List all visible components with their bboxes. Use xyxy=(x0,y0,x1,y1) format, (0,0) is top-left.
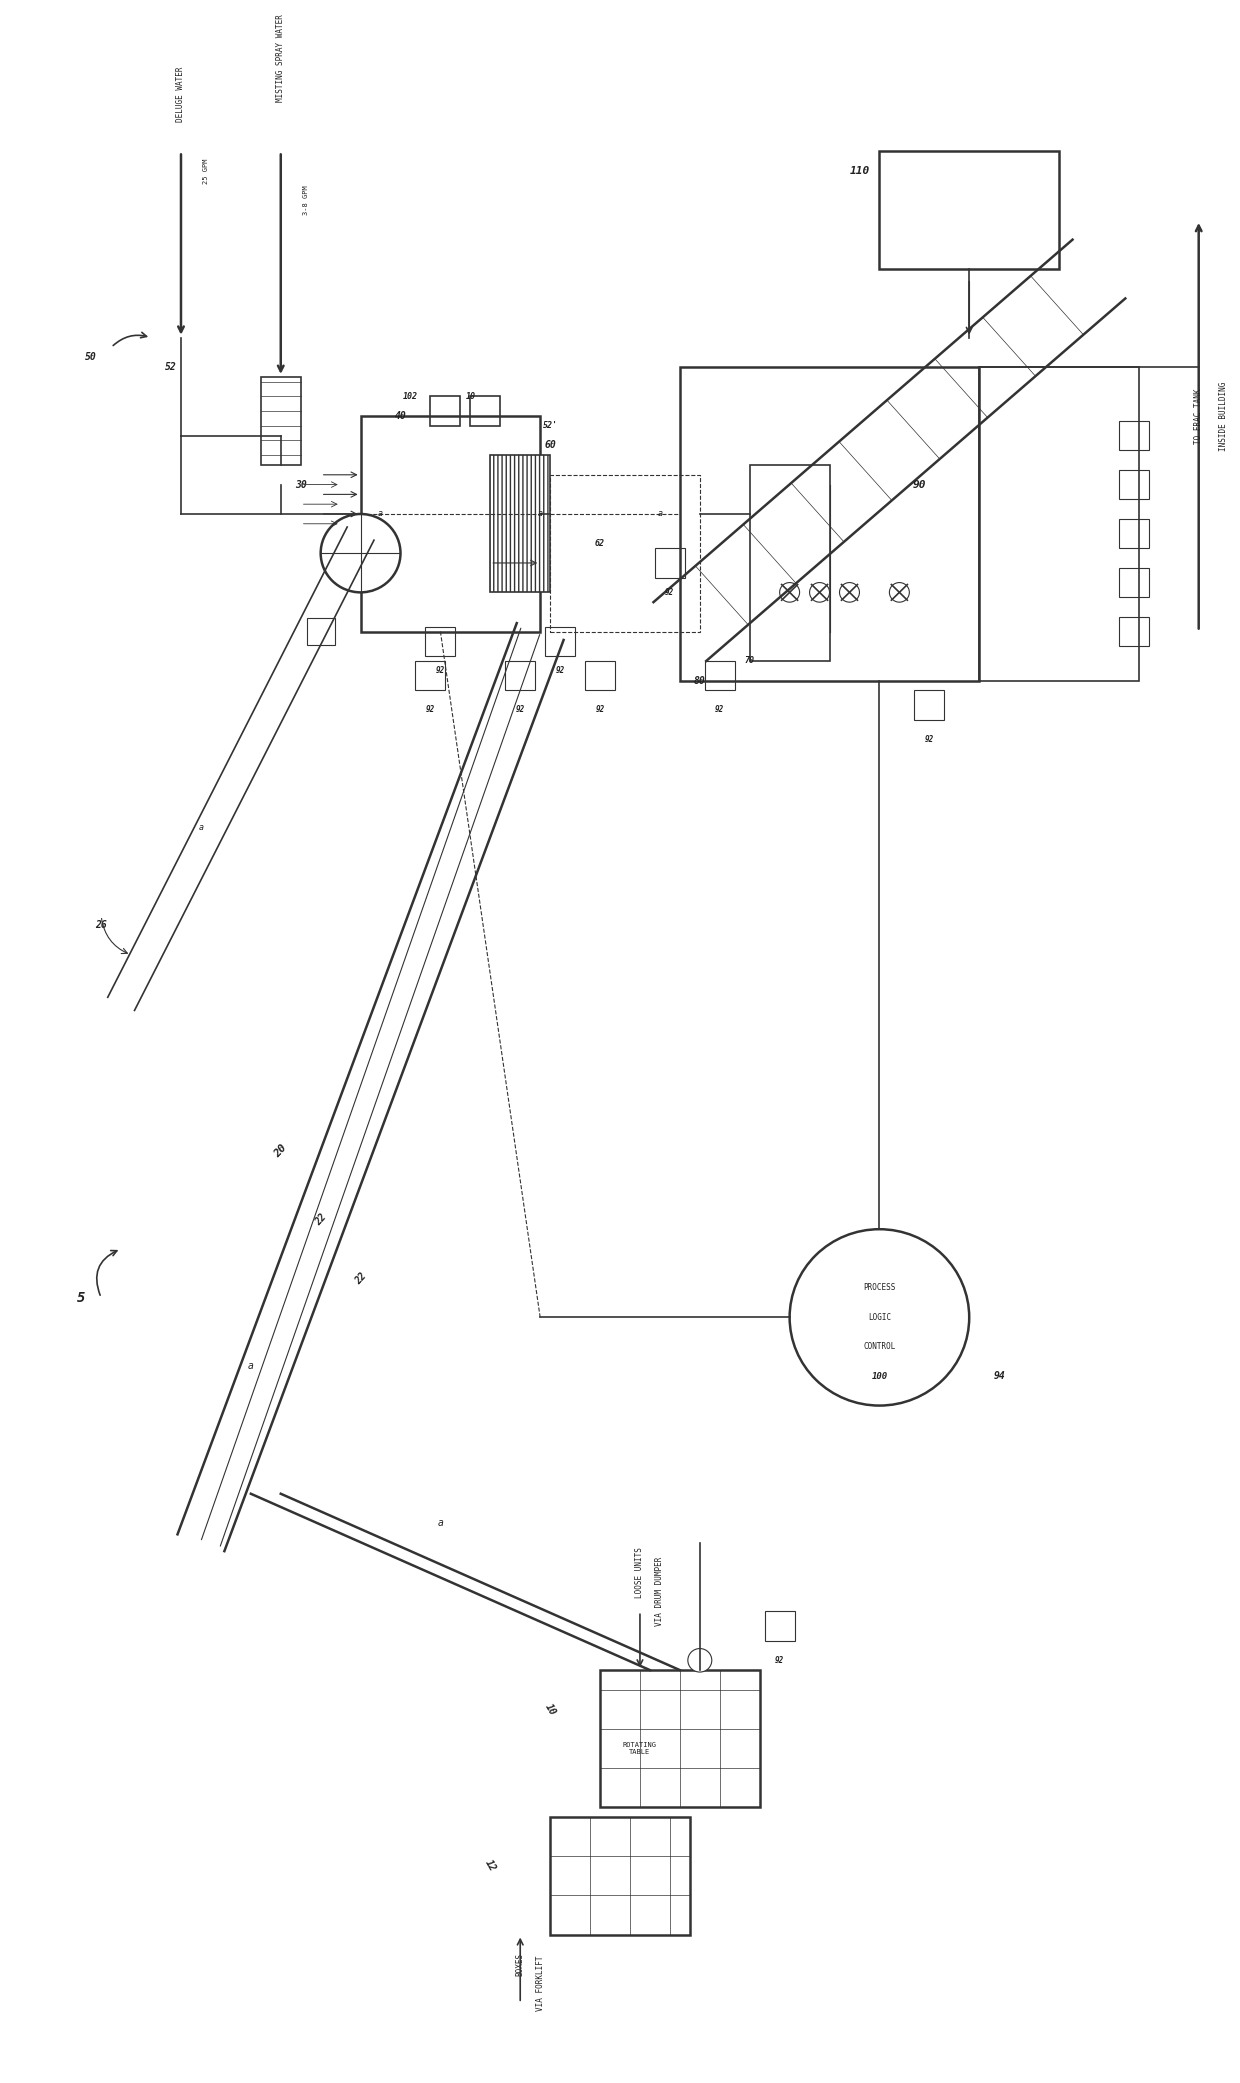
Text: 12: 12 xyxy=(484,1858,497,1873)
Text: 92: 92 xyxy=(925,735,934,744)
Bar xyxy=(704,660,735,689)
Bar xyxy=(765,1612,795,1641)
Text: 10: 10 xyxy=(543,1702,558,1716)
Text: DELUGE WATER: DELUGE WATER xyxy=(176,67,186,123)
Bar xyxy=(415,660,445,689)
Text: 3-8 GPM: 3-8 GPM xyxy=(303,185,309,215)
Bar xyxy=(1118,471,1148,500)
Text: a: a xyxy=(198,823,203,831)
Text: 90: 90 xyxy=(913,479,926,490)
Text: BOXES: BOXES xyxy=(516,1952,525,1975)
Text: ROTATING
TABLE: ROTATING TABLE xyxy=(622,1741,657,1756)
Text: a: a xyxy=(538,510,543,519)
Text: 52': 52' xyxy=(543,421,558,431)
Text: a: a xyxy=(378,510,383,519)
Bar xyxy=(980,367,1138,681)
Bar xyxy=(879,152,1059,269)
Text: 110: 110 xyxy=(849,167,869,177)
Bar xyxy=(600,1671,760,1808)
Text: 40: 40 xyxy=(394,410,407,421)
Text: 62: 62 xyxy=(595,539,605,548)
Text: 80: 80 xyxy=(694,675,706,685)
Text: TO FRAC TANK: TO FRAC TANK xyxy=(1194,387,1203,444)
Bar xyxy=(505,660,536,689)
Bar xyxy=(1118,519,1148,548)
Bar xyxy=(1118,421,1148,450)
Text: 92: 92 xyxy=(775,1656,784,1664)
Text: INSIDE BUILDING: INSIDE BUILDING xyxy=(1219,381,1228,450)
Text: 92: 92 xyxy=(425,706,435,714)
Text: a: a xyxy=(438,1519,444,1529)
Text: 92: 92 xyxy=(666,587,675,598)
Text: 10: 10 xyxy=(465,392,475,400)
Circle shape xyxy=(889,583,909,602)
Text: 22: 22 xyxy=(312,1212,329,1227)
Bar xyxy=(361,417,541,631)
Text: 26: 26 xyxy=(95,921,107,931)
Circle shape xyxy=(688,1648,712,1673)
Text: 92: 92 xyxy=(516,706,525,714)
Text: 60: 60 xyxy=(544,440,556,450)
Bar xyxy=(1118,617,1148,646)
Text: 25 GPM: 25 GPM xyxy=(203,158,208,183)
Bar xyxy=(260,377,301,465)
Text: 102: 102 xyxy=(403,392,418,400)
Text: 100: 100 xyxy=(872,1373,888,1381)
Bar xyxy=(585,660,615,689)
Bar xyxy=(546,627,575,656)
Bar xyxy=(655,548,684,577)
Bar xyxy=(1118,569,1148,598)
Text: LOGIC: LOGIC xyxy=(868,1312,892,1323)
Bar xyxy=(680,367,980,681)
Circle shape xyxy=(839,583,859,602)
Bar xyxy=(750,465,830,660)
Text: 94: 94 xyxy=(993,1371,1006,1381)
Text: 92: 92 xyxy=(556,667,564,675)
Text: 22: 22 xyxy=(353,1271,368,1285)
Text: CONTROL: CONTROL xyxy=(863,1341,895,1352)
Bar xyxy=(430,396,460,425)
Text: 52: 52 xyxy=(165,362,177,373)
Text: PROCESS: PROCESS xyxy=(863,1283,895,1291)
Circle shape xyxy=(790,1229,970,1406)
Bar xyxy=(470,396,500,425)
Bar xyxy=(551,1816,689,1935)
Text: 30: 30 xyxy=(295,479,306,490)
Text: 50: 50 xyxy=(86,352,97,362)
Text: 92: 92 xyxy=(435,667,445,675)
Text: 92: 92 xyxy=(595,706,605,714)
Text: 92: 92 xyxy=(715,706,724,714)
Bar xyxy=(425,627,455,656)
Text: 70: 70 xyxy=(745,656,755,664)
Circle shape xyxy=(780,583,800,602)
Bar xyxy=(490,456,551,592)
Bar xyxy=(551,475,699,631)
Text: LOOSE UNITS: LOOSE UNITS xyxy=(635,1548,645,1598)
Text: a: a xyxy=(248,1362,254,1371)
Text: VIA FORKLIFT: VIA FORKLIFT xyxy=(536,1956,544,2012)
Text: MISTING SPRAY WATER: MISTING SPRAY WATER xyxy=(277,15,285,102)
Bar xyxy=(914,689,945,721)
Text: a: a xyxy=(657,510,662,519)
Text: VIA DRUM DUMPER: VIA DRUM DUMPER xyxy=(656,1556,665,1627)
Circle shape xyxy=(321,515,401,592)
Circle shape xyxy=(810,583,830,602)
Text: 20: 20 xyxy=(273,1141,289,1160)
Text: 5: 5 xyxy=(77,1291,86,1304)
